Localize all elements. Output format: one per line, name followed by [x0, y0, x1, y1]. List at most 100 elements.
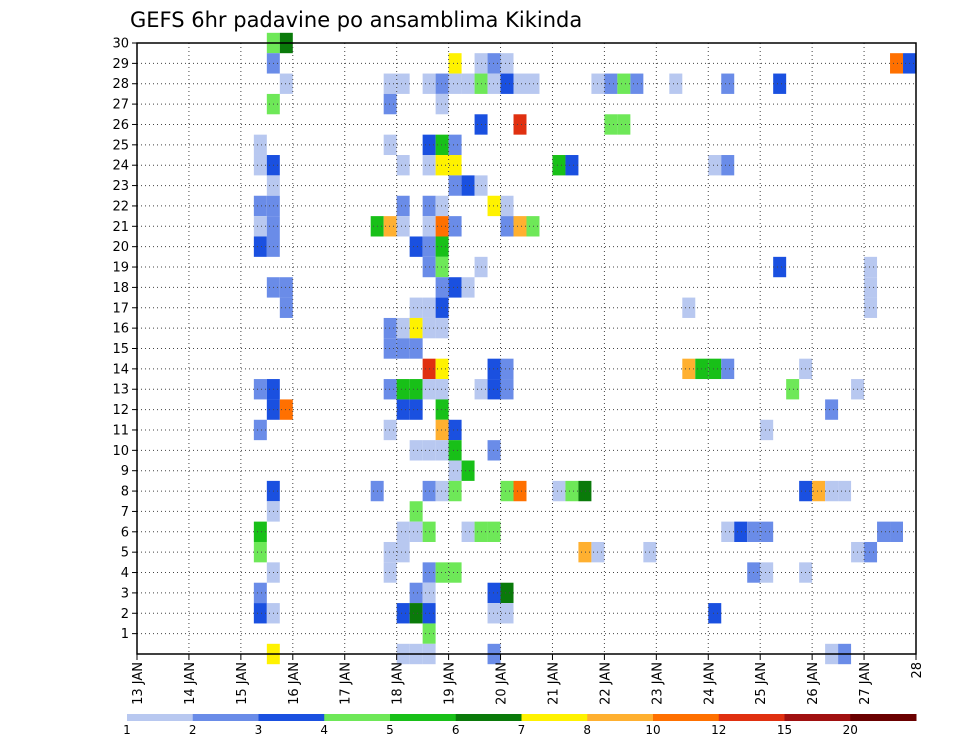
heatmap-cell [448, 53, 462, 74]
heatmap-cell [383, 419, 397, 441]
heatmap-cell [383, 338, 397, 359]
x-tick-label: 15 JAN [235, 662, 250, 705]
heatmap-cell [760, 521, 774, 542]
heatmap-cell [435, 480, 449, 502]
heatmap-cell [461, 73, 475, 94]
y-tick-label: 26 [112, 118, 129, 133]
y-tick-label: 22 [112, 199, 129, 214]
heatmap-cell [565, 155, 579, 176]
heatmap-cell [435, 236, 449, 257]
heatmap-cell [383, 541, 397, 563]
colorbar-label: 6 [452, 723, 460, 737]
y-tick-label: 20 [112, 240, 129, 255]
heatmap-cell [279, 399, 293, 420]
x-axis: 13 JAN 14 JAN 15 JAN 16 JAN 17 JAN 18 JAN 19 J… [131, 654, 925, 705]
heatmap-cell [383, 73, 397, 94]
y-tick-label: 7 [121, 505, 129, 520]
heatmap-cell [448, 562, 462, 583]
heatmap-cell [253, 236, 267, 257]
heatmap-cell [409, 317, 423, 339]
heatmap-cell [487, 358, 501, 380]
heatmap-cell [526, 73, 540, 94]
colorbar-swatch [127, 714, 194, 721]
heatmap-cell [604, 114, 618, 135]
colorbar-swatch [521, 714, 588, 721]
heatmap-cell [708, 358, 722, 380]
heatmap-cell [461, 521, 475, 542]
heatmap-cell [253, 582, 267, 604]
heatmap-cell [435, 317, 449, 339]
heatmap-cell [461, 277, 475, 298]
heatmap-cell [500, 582, 514, 604]
y-tick-label: 16 [112, 322, 129, 337]
heatmap-cell [890, 53, 904, 74]
heatmap-cell [864, 277, 878, 298]
x-tick-label: 16 JAN [287, 662, 302, 705]
x-tick-label: 17 JAN [339, 662, 354, 705]
heatmap-cell [253, 379, 267, 400]
cells-layer [253, 32, 916, 665]
heatmap-cell [461, 460, 475, 481]
y-tick-label: 3 [121, 586, 129, 601]
heatmap-cell [409, 399, 423, 420]
x-tick-label: 22 JAN [598, 662, 613, 705]
y-tick-label: 27 [112, 98, 129, 113]
heatmap-cell [448, 134, 462, 156]
heatmap-cell [396, 155, 410, 176]
colorbar-label: 3 [255, 723, 263, 737]
colorbar-swatch [324, 714, 391, 721]
heatmap-cell [682, 358, 696, 380]
y-tick-label: 24 [112, 159, 129, 174]
heatmap-cell [500, 358, 514, 380]
heatmap-cell [734, 521, 748, 542]
heatmap-cell [448, 460, 462, 481]
heatmap-cell [435, 562, 449, 583]
colorbar-label: 7 [518, 723, 526, 737]
heatmap-cell [890, 521, 904, 542]
heatmap-cell [721, 358, 735, 380]
heatmap-cell [487, 195, 501, 217]
heatmap-cell [409, 236, 423, 257]
colorbar-label: 4 [320, 723, 328, 737]
y-tick-label: 9 [121, 464, 129, 479]
heatmap-cell [383, 317, 397, 339]
heatmap-cell [487, 73, 501, 94]
heatmap-cell [760, 562, 774, 583]
heatmap-cell [487, 440, 501, 461]
heatmap-cell [487, 521, 501, 542]
heatmap-cell [435, 358, 449, 380]
chart-title: GEFS 6hr padavine po ansamblima Kikinda [130, 8, 582, 32]
colorbar-label: 12 [711, 723, 726, 737]
heatmap-cell [435, 419, 449, 441]
heatmap-cell [500, 53, 514, 74]
heatmap-cell [253, 195, 267, 217]
heatmap-cell [396, 216, 410, 237]
heatmap-cell [435, 399, 449, 420]
heatmap-cell [396, 195, 410, 217]
heatmap-cell [617, 73, 631, 94]
heatmap-cell [513, 114, 527, 135]
heatmap-cell [500, 73, 514, 94]
heatmap-cell [409, 521, 423, 542]
x-tick-label: 13 JAN [131, 662, 146, 705]
heatmap-cell [864, 541, 878, 563]
colorbar-swatch [455, 714, 522, 721]
heatmap-cell [448, 419, 462, 441]
colorbar-swatch [718, 714, 785, 721]
colorbar-label: 10 [645, 723, 660, 737]
y-tick-label: 14 [112, 362, 129, 377]
heatmap-cell [812, 480, 826, 502]
y-tick-label: 21 [112, 220, 129, 235]
heatmap-cell [253, 216, 267, 237]
x-tick-label: 19 JAN [443, 662, 458, 705]
heatmap-cell [253, 134, 267, 156]
y-tick-label: 15 [112, 342, 129, 357]
x-tick-label: 21 JAN [546, 662, 561, 705]
heatmap-cell [760, 419, 774, 441]
heatmap-cell [513, 73, 527, 94]
colorbar-swatch [784, 714, 851, 721]
y-tick-label: 5 [121, 546, 129, 561]
x-tick-label: 26 JAN [806, 662, 821, 705]
heatmap-cell [383, 562, 397, 583]
x-tick-label: 20 JAN [495, 662, 510, 705]
